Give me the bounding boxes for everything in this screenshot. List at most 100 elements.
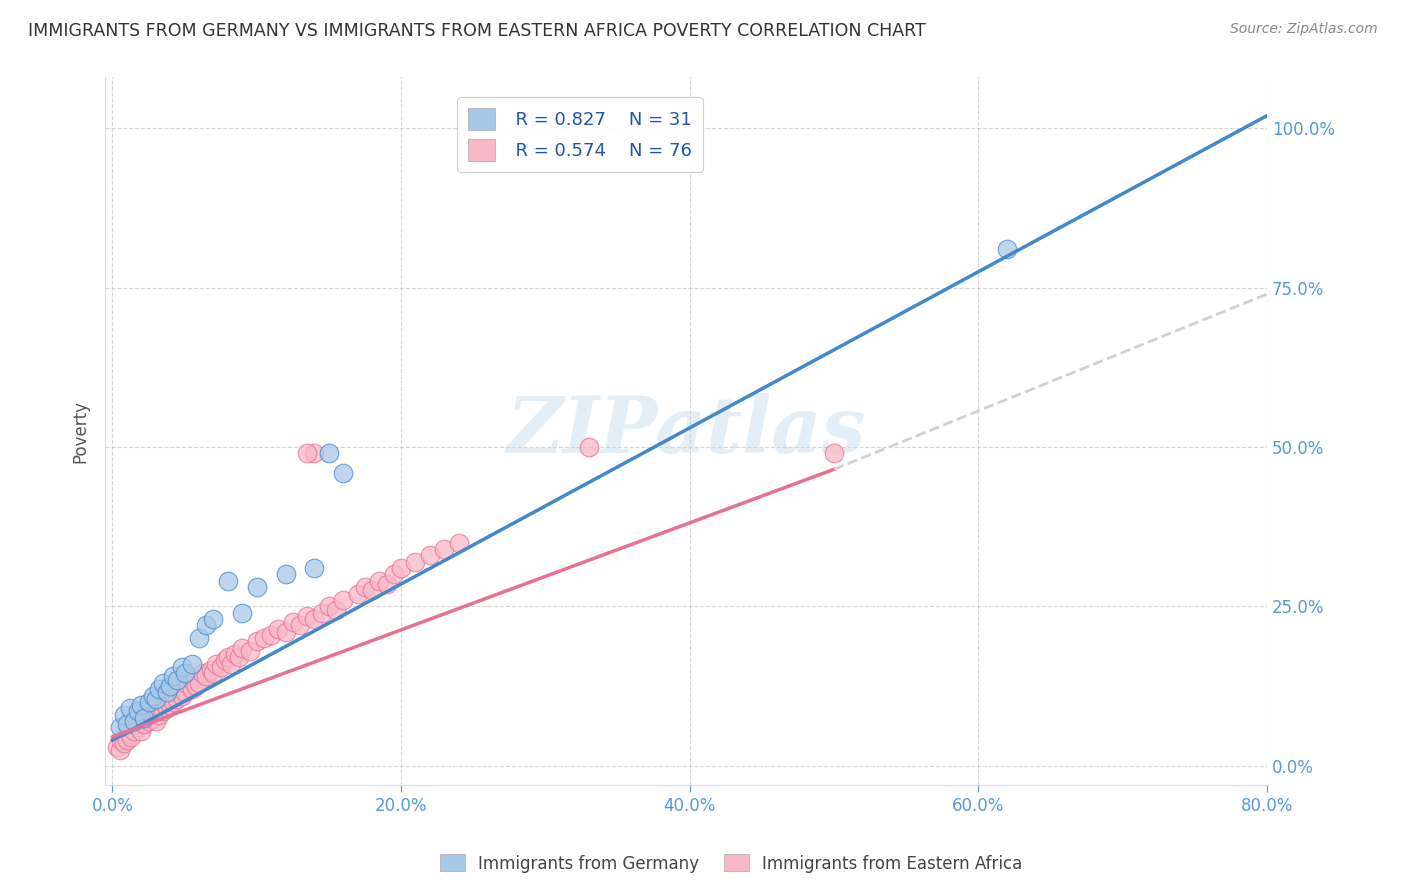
- Point: [180, 657, 202, 671]
- Point: [156, 685, 179, 699]
- Point: [191, 666, 214, 681]
- Point: [105, 739, 128, 754]
- Point: [274, 624, 297, 639]
- Point: [354, 580, 377, 594]
- Point: [122, 723, 145, 738]
- Legend: Immigrants from Germany, Immigrants from Eastern Africa: Immigrants from Germany, Immigrants from…: [433, 847, 1029, 880]
- Point: [361, 583, 384, 598]
- Point: [145, 701, 167, 715]
- Point: [129, 698, 152, 712]
- Legend:   R = 0.827    N = 31,   R = 0.574    N = 76: R = 0.827 N = 31, R = 0.574 N = 76: [457, 97, 703, 172]
- Point: [115, 717, 138, 731]
- Point: [405, 555, 427, 569]
- Point: [238, 644, 260, 658]
- Point: [134, 717, 156, 731]
- Point: [173, 666, 195, 681]
- Point: [297, 446, 319, 460]
- Point: [138, 705, 160, 719]
- Point: [148, 707, 170, 722]
- Point: [253, 631, 276, 645]
- Point: [246, 580, 269, 594]
- Point: [122, 714, 145, 728]
- Point: [115, 720, 138, 734]
- Point: [138, 695, 160, 709]
- Point: [311, 606, 333, 620]
- Point: [115, 733, 138, 747]
- Point: [148, 682, 170, 697]
- Point: [297, 608, 319, 623]
- Point: [129, 723, 152, 738]
- Point: [389, 561, 412, 575]
- Point: [368, 574, 391, 588]
- Point: [159, 698, 181, 712]
- Point: [231, 606, 253, 620]
- Point: [231, 640, 253, 655]
- Point: [162, 669, 184, 683]
- Point: [578, 440, 600, 454]
- Point: [205, 657, 228, 671]
- Point: [112, 736, 135, 750]
- Point: [152, 695, 174, 709]
- Point: [447, 535, 470, 549]
- Text: ZIPatlas: ZIPatlas: [506, 392, 866, 469]
- Point: [142, 711, 165, 725]
- Point: [217, 650, 239, 665]
- Text: IMMIGRANTS FROM GERMANY VS IMMIGRANTS FROM EASTERN AFRICA POVERTY CORRELATION CH: IMMIGRANTS FROM GERMANY VS IMMIGRANTS FR…: [28, 22, 927, 40]
- Point: [127, 720, 149, 734]
- Text: Source: ZipAtlas.com: Source: ZipAtlas.com: [1230, 22, 1378, 37]
- Point: [184, 679, 207, 693]
- Point: [170, 660, 193, 674]
- Point: [260, 628, 283, 642]
- Point: [246, 634, 269, 648]
- Point: [325, 602, 347, 616]
- Point: [138, 714, 160, 728]
- Point: [145, 714, 167, 728]
- Point: [332, 466, 354, 480]
- Point: [195, 618, 218, 632]
- Point: [995, 243, 1018, 257]
- Point: [304, 446, 326, 460]
- Point: [166, 682, 188, 697]
- Point: [318, 599, 340, 614]
- Point: [304, 561, 326, 575]
- Point: [159, 679, 181, 693]
- Point: [823, 446, 845, 460]
- Point: [188, 675, 211, 690]
- Point: [304, 612, 326, 626]
- Point: [120, 730, 142, 744]
- Point: [173, 675, 195, 690]
- Point: [267, 622, 290, 636]
- Point: [332, 593, 354, 607]
- Point: [224, 647, 246, 661]
- Point: [318, 446, 340, 460]
- Point: [110, 733, 132, 747]
- Point: [159, 689, 181, 703]
- Point: [162, 695, 184, 709]
- Point: [142, 689, 165, 703]
- Point: [281, 615, 304, 630]
- Point: [180, 682, 202, 697]
- Point: [156, 701, 179, 715]
- Point: [118, 701, 141, 715]
- Point: [188, 631, 211, 645]
- Point: [219, 657, 242, 671]
- Point: [382, 567, 405, 582]
- Point: [152, 705, 174, 719]
- Point: [202, 666, 225, 681]
- Point: [112, 707, 135, 722]
- Point: [228, 650, 250, 665]
- Point: [166, 673, 188, 687]
- Point: [129, 711, 152, 725]
- Point: [180, 673, 202, 687]
- Point: [122, 714, 145, 728]
- Point: [173, 685, 195, 699]
- Point: [433, 541, 456, 556]
- Point: [202, 612, 225, 626]
- Point: [145, 691, 167, 706]
- Point: [274, 567, 297, 582]
- Point: [288, 618, 311, 632]
- Point: [195, 669, 218, 683]
- Point: [152, 675, 174, 690]
- Point: [170, 689, 193, 703]
- Y-axis label: Poverty: Poverty: [72, 400, 89, 463]
